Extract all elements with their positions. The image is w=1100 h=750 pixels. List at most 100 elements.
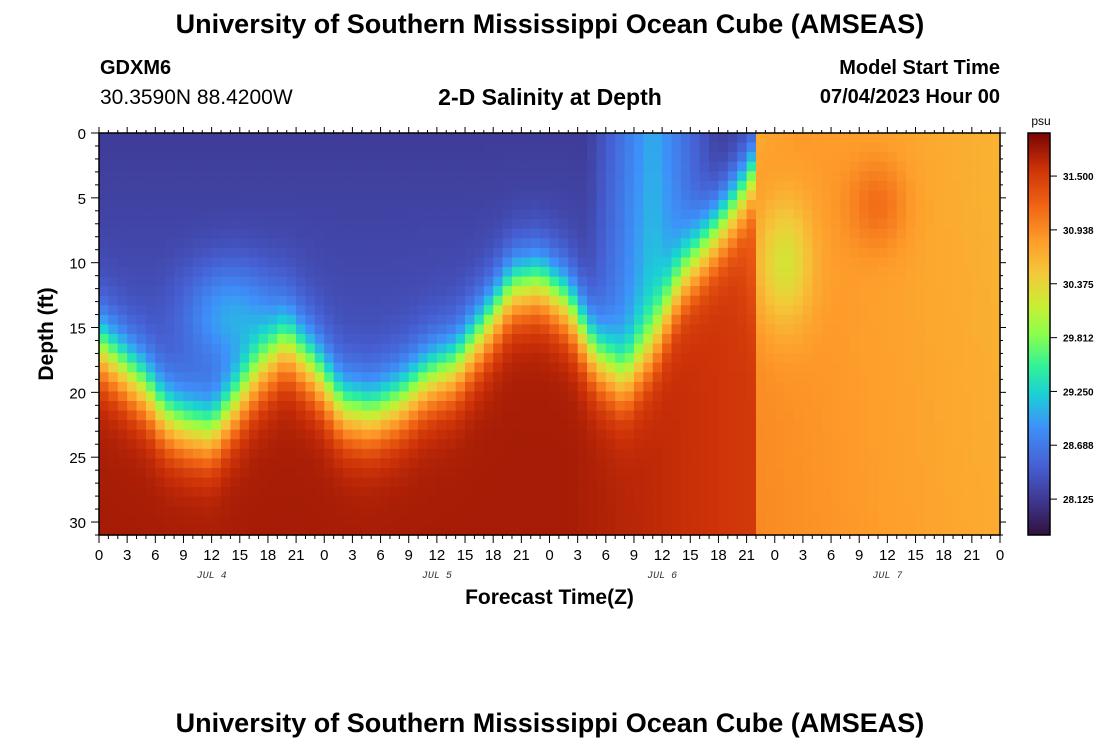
- heatmap-cell: [887, 324, 898, 335]
- heatmap-cell: [258, 343, 269, 354]
- heatmap-cell: [352, 295, 363, 306]
- heatmap-cell: [99, 506, 109, 517]
- heatmap-cell: [502, 219, 513, 230]
- heatmap-cell: [296, 334, 307, 345]
- heatmap-cell: [821, 238, 832, 249]
- heatmap-cell: [831, 487, 842, 498]
- heatmap-cell: [549, 257, 560, 268]
- heatmap-cell: [746, 200, 757, 211]
- heatmap-cell: [305, 343, 316, 354]
- heatmap-cell: [971, 334, 982, 345]
- heatmap-cell: [211, 200, 222, 211]
- heatmap-cell: [343, 324, 354, 335]
- heatmap-cell: [436, 133, 447, 144]
- heatmap-cell: [258, 410, 269, 421]
- heatmap-cell: [849, 142, 860, 153]
- heatmap-cell: [887, 247, 898, 259]
- heatmap-cell: [643, 391, 654, 402]
- heatmap-cell: [361, 314, 372, 326]
- heatmap-cell: [868, 200, 879, 211]
- heatmap-cell: [136, 362, 147, 373]
- heatmap-cell: [587, 228, 598, 239]
- heatmap-cell: [361, 410, 372, 421]
- heatmap-cell: [971, 362, 982, 373]
- heatmap-cell: [859, 496, 870, 507]
- heatmap-cell: [737, 343, 748, 354]
- heatmap-cell: [709, 238, 720, 249]
- heatmap-cell: [249, 362, 260, 373]
- heatmap-cell: [258, 228, 269, 239]
- y-tick-label: 10: [69, 256, 86, 273]
- heatmap-cell: [314, 247, 325, 259]
- heatmap-cell: [418, 401, 429, 412]
- heatmap-cell: [896, 439, 907, 450]
- heatmap-cell: [521, 171, 532, 182]
- heatmap-cell: [568, 295, 579, 306]
- heatmap-cell: [455, 219, 466, 230]
- heatmap-cell: [774, 152, 785, 163]
- heatmap-cell: [840, 468, 851, 479]
- heatmap-cell: [399, 305, 410, 316]
- heatmap-cell: [990, 515, 1001, 527]
- heatmap-cell: [314, 334, 325, 345]
- heatmap-cell: [408, 267, 419, 278]
- heatmap-cell: [643, 525, 654, 536]
- heatmap-cell: [192, 343, 203, 354]
- heatmap-cell: [812, 171, 823, 182]
- heatmap-cell: [511, 353, 522, 364]
- heatmap-cell: [887, 180, 898, 192]
- heatmap-cell: [680, 410, 691, 421]
- heatmap-cell: [343, 286, 354, 297]
- heatmap-cell: [333, 410, 344, 421]
- heatmap-cell: [718, 372, 729, 383]
- heatmap-cell: [145, 247, 156, 259]
- heatmap-cell: [455, 448, 466, 460]
- heatmap-cell: [765, 515, 776, 527]
- heatmap-cell: [314, 458, 325, 469]
- heatmap-cell: [343, 487, 354, 498]
- heatmap-cell: [136, 410, 147, 421]
- heatmap-cell: [436, 267, 447, 278]
- heatmap-cell: [155, 276, 166, 287]
- heatmap-cell: [174, 334, 185, 345]
- heatmap-cell: [709, 372, 720, 383]
- heatmap-cell: [540, 161, 551, 172]
- heatmap-cell: [605, 324, 616, 335]
- heatmap-cell: [408, 171, 419, 182]
- heatmap-cell: [314, 343, 325, 354]
- heatmap-cell: [230, 142, 241, 153]
- station-id: GDXM6: [100, 57, 172, 79]
- heatmap-cell: [718, 219, 729, 230]
- heatmap-cell: [774, 515, 785, 527]
- heatmap-cell: [784, 515, 795, 527]
- heatmap-cell: [399, 496, 410, 507]
- heatmap-cell: [549, 180, 560, 192]
- heatmap-cell: [183, 429, 194, 440]
- heatmap-cell: [286, 391, 297, 402]
- heatmap-cell: [737, 142, 748, 153]
- heatmap-cell: [361, 496, 372, 507]
- heatmap-cell: [108, 429, 119, 440]
- y-axis-label: Depth (ft): [35, 287, 58, 380]
- heatmap-cell: [511, 161, 522, 172]
- heatmap-cell: [324, 295, 335, 306]
- heatmap-cell: [399, 515, 410, 527]
- heatmap-cell: [483, 190, 494, 201]
- heatmap-cell: [183, 362, 194, 373]
- heatmap-cell: [540, 362, 551, 373]
- heatmap-cell: [418, 391, 429, 402]
- heatmap-cell: [774, 219, 785, 230]
- heatmap-cell: [549, 305, 560, 316]
- heatmap-cell: [709, 468, 720, 479]
- heatmap-cell: [183, 353, 194, 364]
- heatmap-cell: [511, 362, 522, 373]
- heatmap-cell: [371, 496, 382, 507]
- heatmap-cell: [127, 410, 138, 421]
- heatmap-cell: [408, 247, 419, 259]
- heatmap-cell: [530, 468, 541, 479]
- heatmap-cell: [427, 401, 438, 412]
- heatmap-cell: [934, 448, 945, 460]
- heatmap-cell: [511, 305, 522, 316]
- heatmap-cell: [727, 401, 738, 412]
- heatmap-cell: [296, 161, 307, 172]
